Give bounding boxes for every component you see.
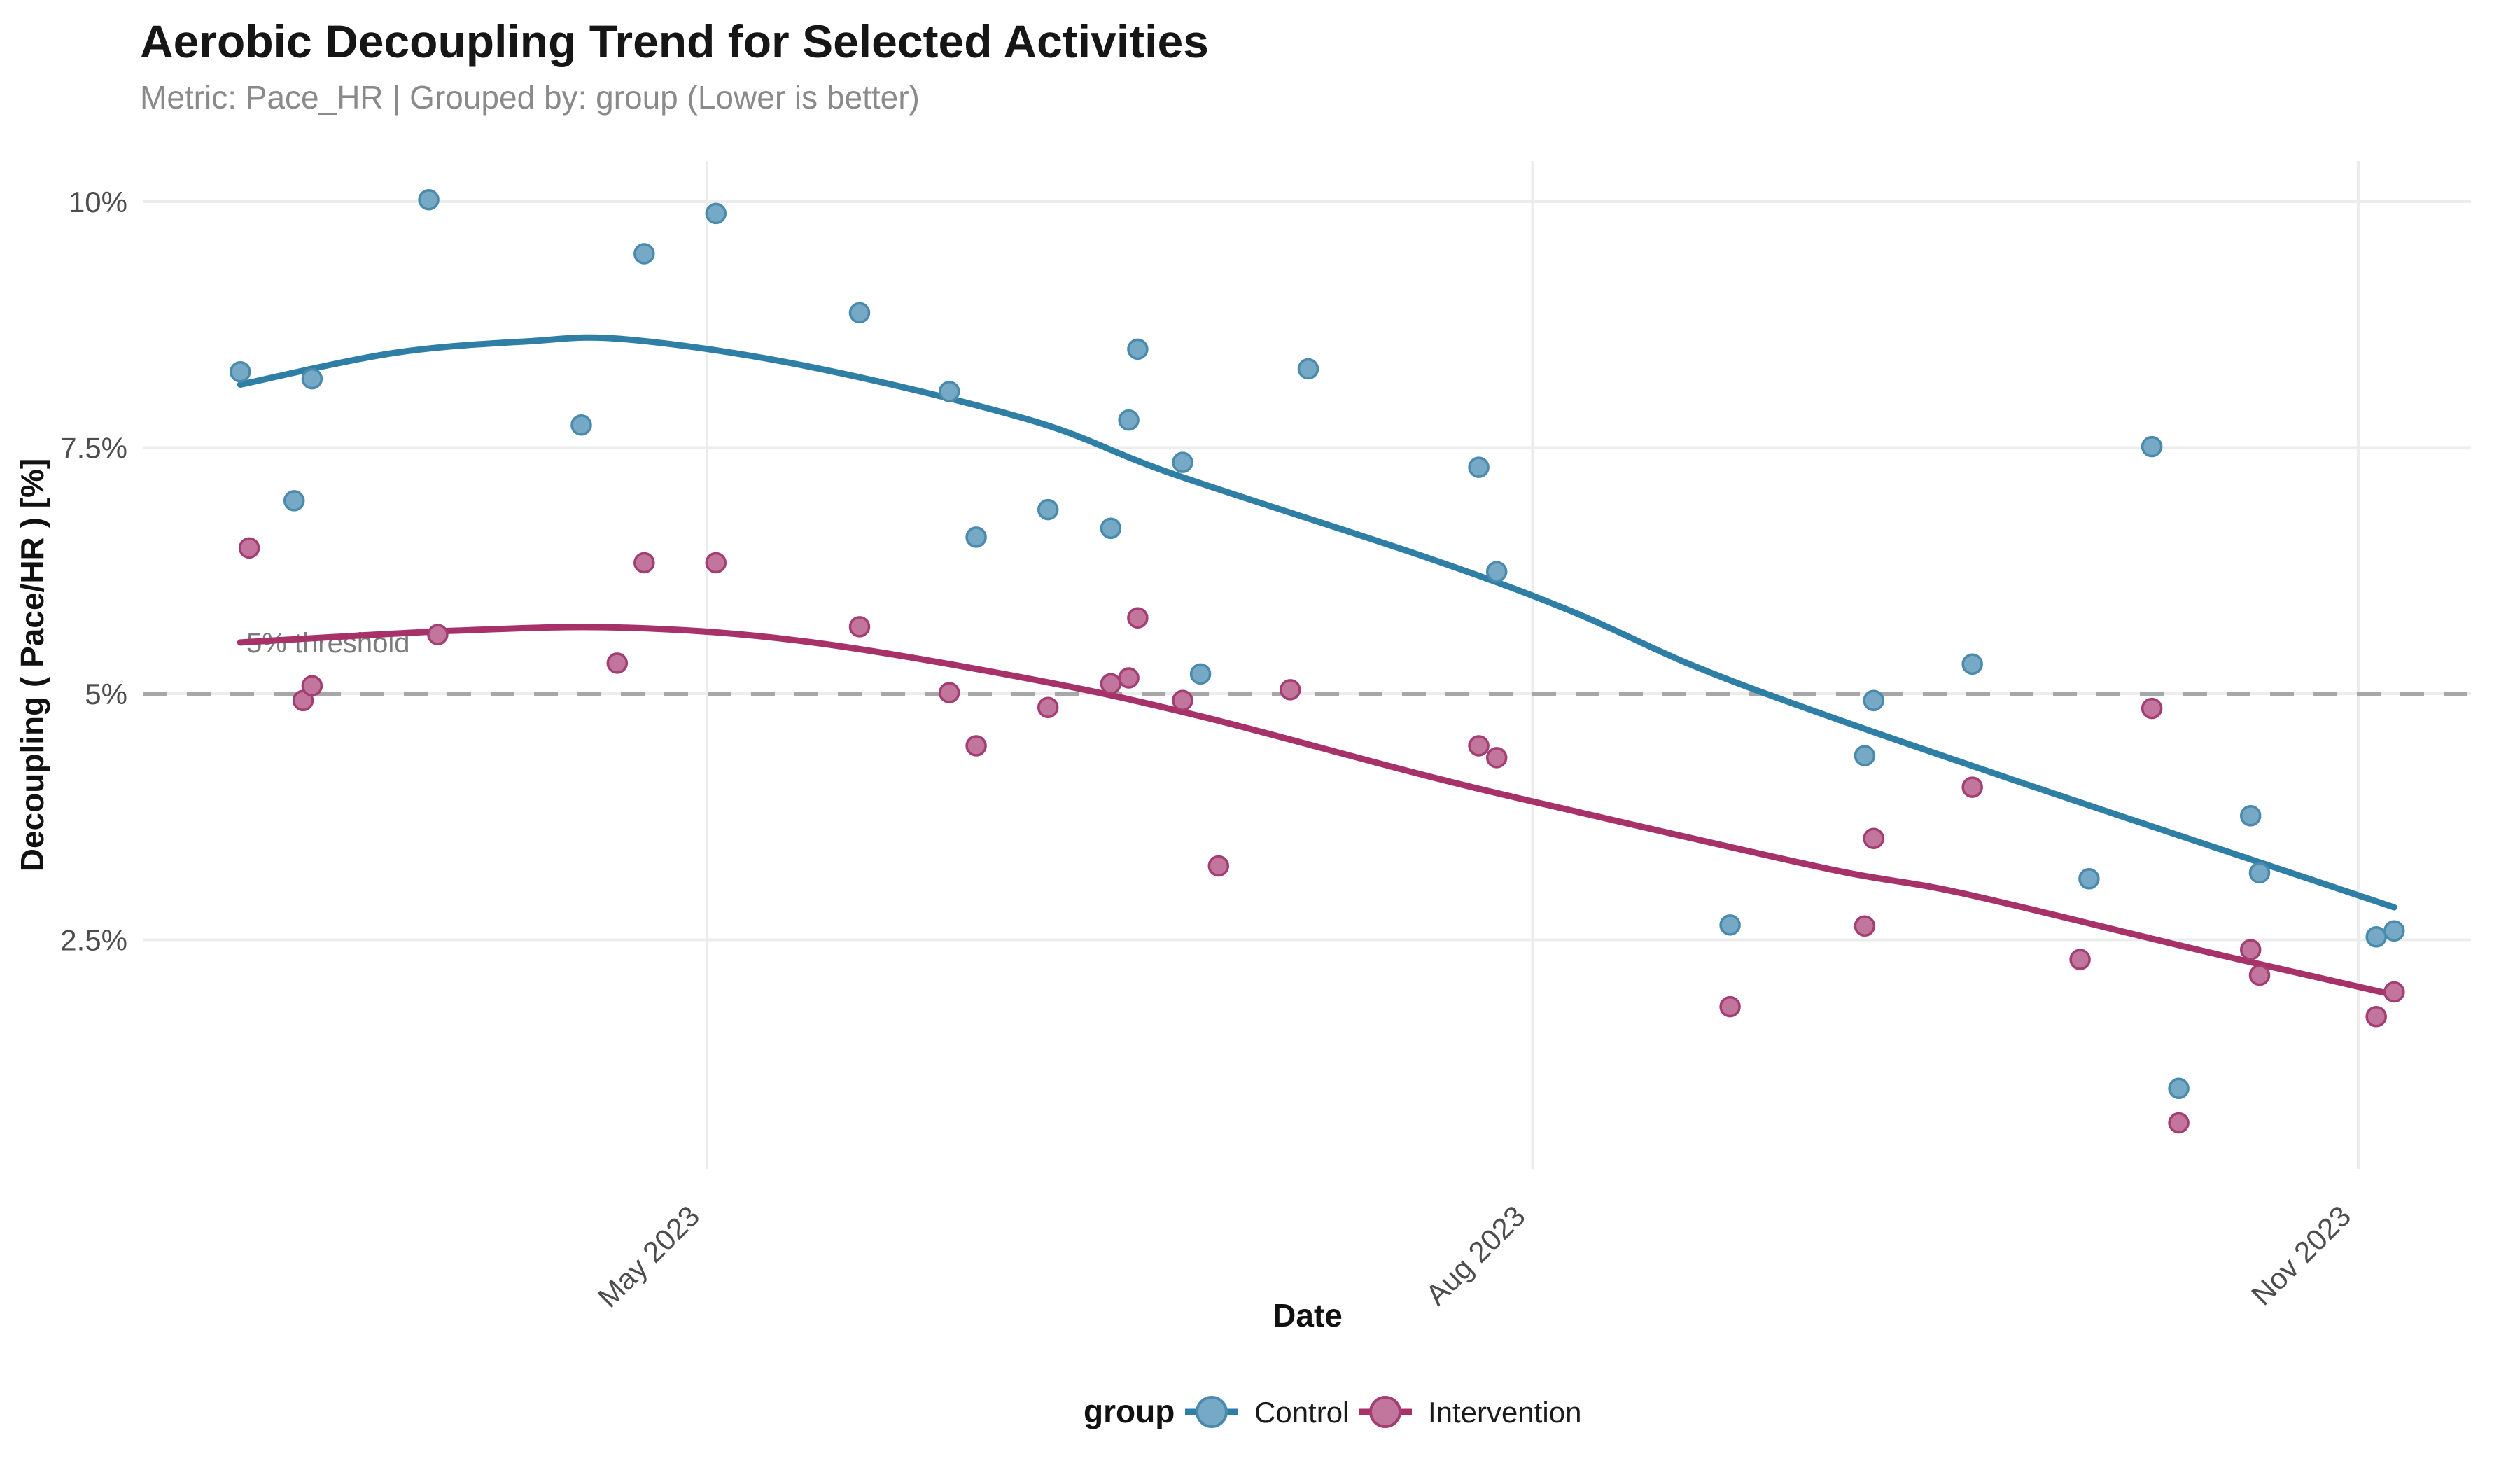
point-intervention [2384,981,2405,1003]
legend: group Control Intervention [1084,1393,1581,1429]
point-control [1854,745,1876,766]
point-intervention [938,682,960,704]
trend-lines [237,334,2398,998]
point-control [965,526,987,548]
point-control [1468,456,1490,478]
point-intervention [427,624,449,645]
legend-label-control: Control [1254,1396,1349,1429]
point-intervention [1854,915,1876,937]
point-intervention [2168,1112,2190,1134]
point-control [2248,862,2271,884]
point-intervention [2239,939,2262,960]
point-intervention [1100,673,1122,695]
legend-label-intervention: Intervention [1428,1396,1581,1429]
x-tick-label: Nov 2023 [2245,1199,2357,1311]
y-tick-label: 2.5% [60,924,127,957]
point-intervention [705,552,727,574]
x-tick-label: Aug 2023 [1419,1199,1531,1311]
point-intervention [1118,667,1140,689]
y-tick-label: 7.5% [60,432,127,465]
y-tick-label: 10% [69,186,127,218]
point-intervention [606,652,629,674]
point-intervention [848,616,871,638]
point-control [2078,868,2100,890]
y-axis-title: Decoupling ( Pace/HR ) [%] [14,458,50,872]
x-axis-tick-labels: May 2023 Aug 2023 Nov 2023 [592,1199,2358,1314]
data-points [230,188,2405,1134]
point-control [570,414,592,436]
legend-title: group [1084,1393,1175,1429]
legend-item-intervention: Intervention [1359,1396,1581,1429]
point-intervention [238,537,260,559]
point-intervention [965,735,987,757]
point-intervention [2141,697,2163,720]
point-control [2141,435,2163,458]
point-intervention [1208,855,1230,877]
point-control [705,202,727,225]
point-control [1961,653,1983,676]
x-axis-title: Date [1273,1297,1343,1334]
point-intervention [1961,776,1983,798]
y-axis-tick-labels: 2.5% 5% 7.5% 10% [60,186,127,957]
point-intervention [1172,690,1194,712]
point-control [1172,451,1194,473]
point-control [634,243,655,265]
gridlines [144,161,2471,1169]
control-point-icon [1196,1396,1228,1428]
point-control [301,368,323,390]
point-control [938,381,960,402]
point-intervention [1719,995,1741,1018]
point-control [2239,805,2262,827]
point-control [2365,926,2387,948]
point-control [1118,409,1140,431]
trend-line-intervention [237,624,2398,998]
trend-line-control [237,334,2398,911]
point-intervention [1863,827,1884,849]
point-intervention [301,675,323,697]
intervention-point-icon [1369,1396,1401,1428]
point-control [1037,498,1059,521]
point-control [1485,561,1508,582]
x-tick-label: May 2023 [592,1199,706,1314]
chart-subtitle: Metric: Pace_HR | Grouped by: group (Low… [140,79,920,115]
point-control [848,302,871,324]
point-intervention [1280,679,1301,701]
point-intervention [1485,747,1508,769]
point-control [1719,914,1741,936]
point-control [1127,338,1149,360]
y-tick-label: 5% [85,678,127,710]
point-intervention [2069,948,2091,970]
point-intervention [1468,735,1490,757]
point-control [2168,1077,2190,1100]
point-control [1863,690,1884,712]
point-control [230,360,251,383]
point-control [2384,920,2405,942]
point-control [283,490,305,512]
point-intervention [1127,607,1149,629]
point-control [1189,663,1212,685]
point-intervention [1037,696,1059,718]
legend-item-control: Control [1185,1396,1349,1429]
point-control [418,188,440,211]
point-control [1297,358,1320,380]
point-intervention [634,552,655,574]
point-intervention [2248,964,2271,986]
point-intervention [2365,1005,2387,1028]
chart-title: Aerobic Decoupling Trend for Selected Ac… [140,15,1209,67]
point-control [1100,517,1122,540]
